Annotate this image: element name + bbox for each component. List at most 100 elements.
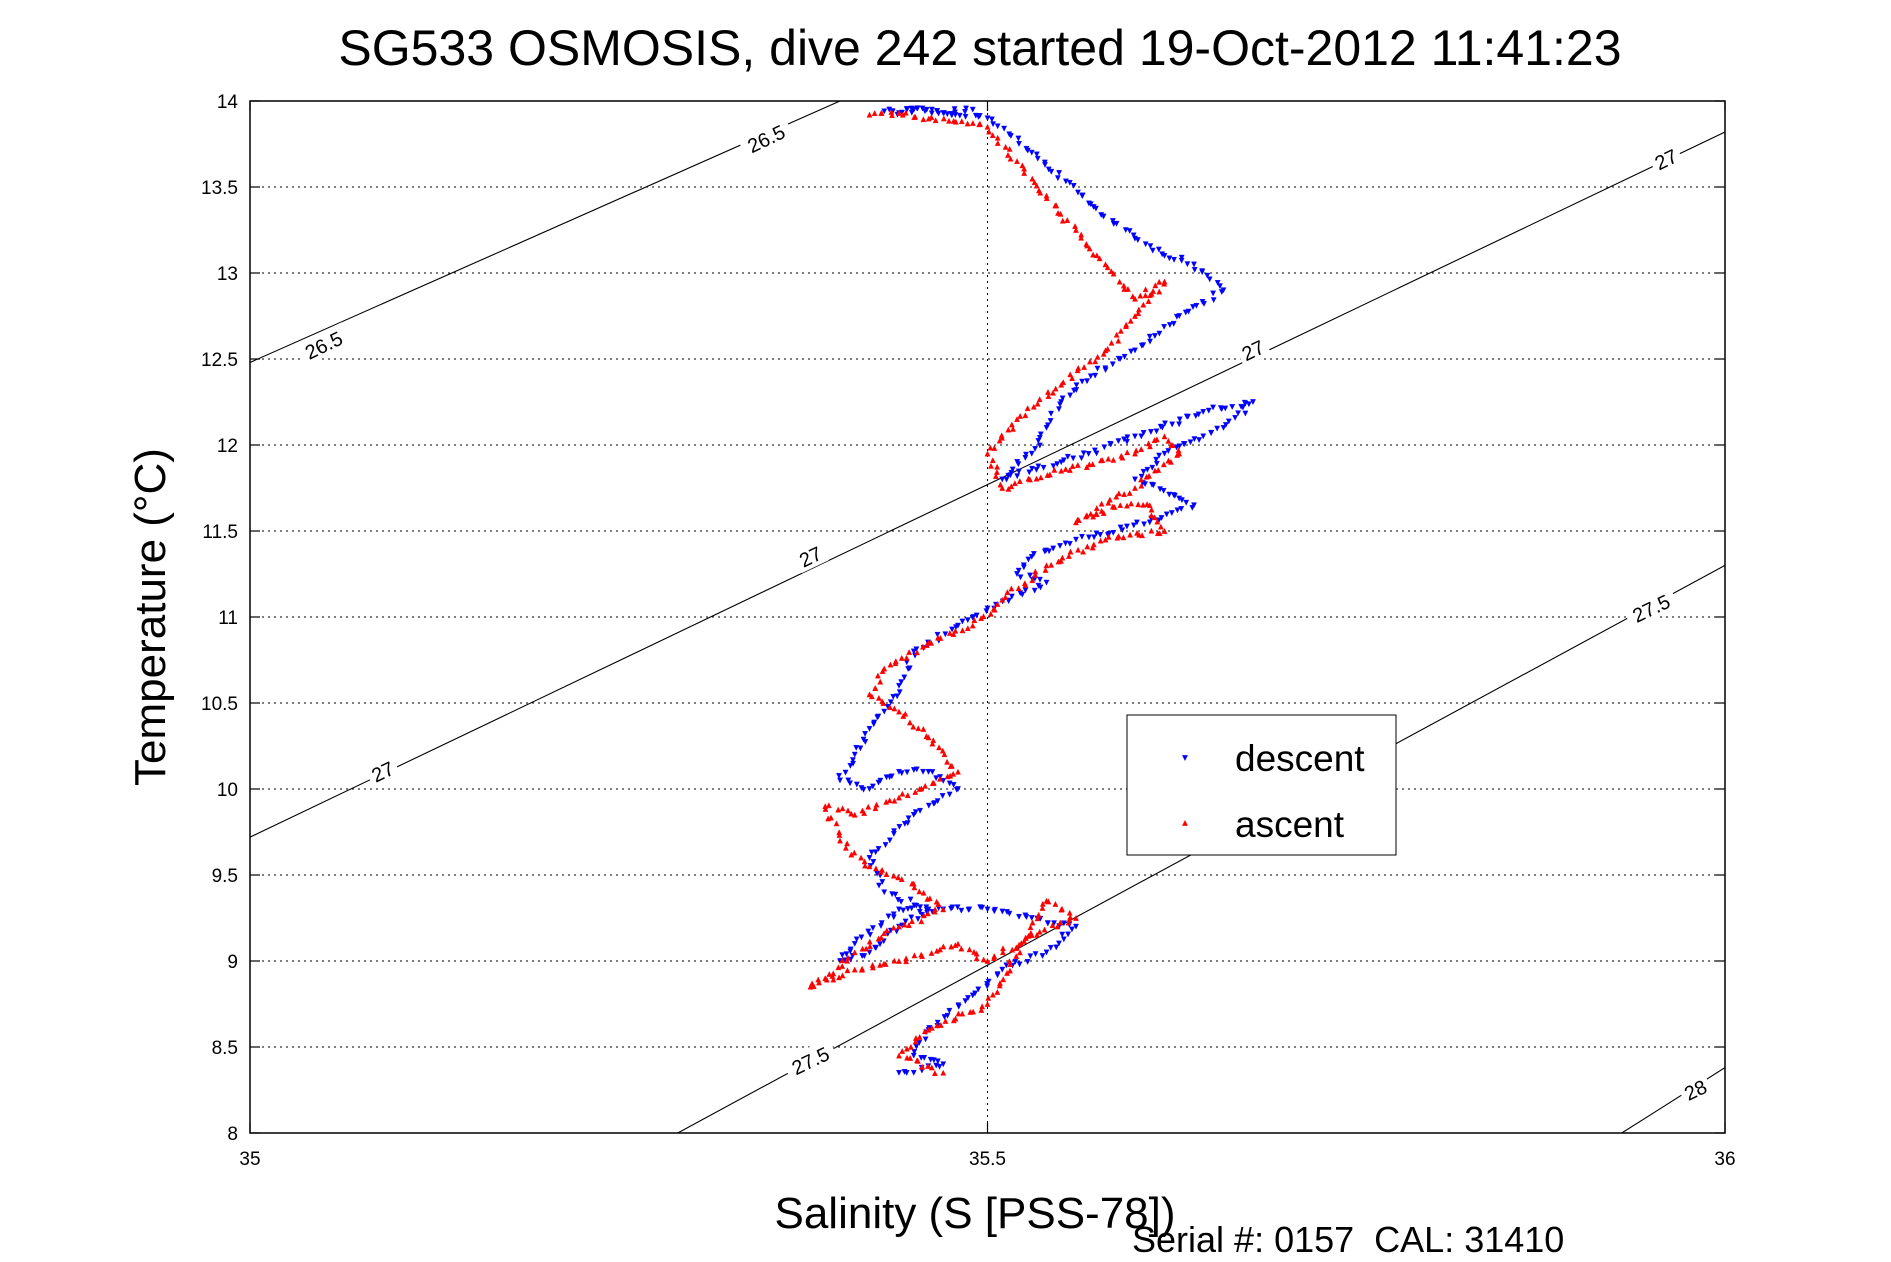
ascent-point — [1011, 480, 1018, 487]
descent-point — [890, 831, 897, 837]
descent-point — [1047, 944, 1054, 951]
descent-point — [1222, 422, 1229, 428]
ascent-point — [844, 967, 851, 974]
ascent-point — [1034, 931, 1040, 938]
ascent-point — [906, 922, 912, 928]
descent-point — [1210, 290, 1217, 297]
ascent-point — [886, 797, 893, 804]
descent-point — [944, 111, 951, 118]
ascent-point — [1014, 416, 1020, 422]
descent-point — [1184, 261, 1191, 268]
descent-point — [865, 928, 872, 935]
ascent-point — [859, 945, 866, 952]
y-axis-label: Temperature (°C) — [126, 448, 175, 786]
descent-point — [1220, 425, 1227, 431]
ascent-point — [883, 871, 890, 877]
descent-point — [939, 793, 946, 799]
ascent-point — [919, 1063, 926, 1070]
descent-point — [1057, 543, 1063, 549]
ascent-point — [919, 953, 926, 960]
ascent-point — [1087, 510, 1094, 517]
descent-point — [933, 775, 940, 782]
ascent-point — [999, 949, 1006, 956]
descent-point — [916, 908, 923, 915]
descent-point — [1146, 333, 1153, 340]
ascent-point — [1043, 562, 1050, 569]
ascent-point — [971, 948, 977, 955]
ascent-point — [946, 629, 953, 636]
ascent-point — [1074, 516, 1081, 523]
descent-point — [1039, 953, 1046, 959]
descent-point — [1102, 367, 1109, 374]
descent-point — [1043, 949, 1050, 956]
ascent-point — [1034, 400, 1041, 407]
descent-point — [898, 899, 905, 905]
descent-point — [847, 780, 853, 787]
ascent-point — [928, 114, 935, 121]
ascent-point — [1142, 292, 1149, 299]
ascent-point — [1108, 339, 1115, 346]
descent-point — [979, 904, 986, 911]
descent-point — [1166, 255, 1173, 262]
descent-point — [1146, 519, 1153, 526]
ascent-point — [1013, 953, 1020, 959]
descent-point — [896, 906, 902, 913]
descent-point — [1199, 269, 1206, 276]
ascent-point — [891, 957, 898, 964]
descent-point — [1187, 439, 1194, 446]
ascent-point — [920, 889, 927, 896]
ascent-point — [1102, 536, 1109, 543]
ascent-point — [1037, 189, 1044, 196]
ascent-point — [994, 988, 1001, 995]
descent-point — [1057, 401, 1063, 408]
ascent-point — [969, 119, 976, 126]
descent-point — [1037, 576, 1043, 583]
descent-point — [999, 476, 1006, 483]
descent-point — [1161, 252, 1168, 259]
ascent-point — [1151, 514, 1158, 521]
ascent-point — [994, 139, 1001, 146]
data-points — [807, 105, 1256, 1076]
descent-point — [1007, 133, 1014, 139]
ascent-point — [1043, 897, 1050, 904]
ascent-point — [895, 874, 902, 881]
descent-point — [1183, 499, 1190, 506]
ascent-point — [1138, 446, 1145, 452]
ascent-point — [1005, 151, 1011, 158]
ascent-point — [978, 1006, 985, 1013]
isopycnal-label: 27 — [363, 753, 402, 789]
ascent-point — [937, 1022, 944, 1028]
descent-point — [1206, 276, 1213, 283]
descent-point — [908, 109, 915, 116]
descent-point — [1048, 168, 1055, 175]
descent-point — [888, 773, 895, 780]
ascent-point — [916, 785, 923, 792]
descent-point — [874, 714, 881, 721]
isopycnal-label-bg — [737, 115, 795, 160]
ascent-point — [1152, 467, 1158, 474]
x-axis-label: Salinity (S [PSS-78]) — [774, 1189, 1175, 1238]
descent-point — [1191, 261, 1197, 268]
ascent-point — [959, 1010, 966, 1017]
descent-point — [1156, 330, 1163, 337]
ascent-point — [988, 462, 994, 469]
ascent-point — [1073, 226, 1079, 233]
descent-point — [1023, 451, 1029, 458]
ascent-point — [1031, 179, 1038, 186]
descent-point — [976, 113, 983, 119]
descent-point — [908, 914, 915, 921]
descent-point — [1176, 416, 1183, 423]
ascent-point — [1132, 484, 1138, 491]
descent-point — [955, 1003, 962, 1010]
descent-point — [949, 904, 956, 911]
descent-point — [923, 106, 930, 113]
descent-point — [885, 913, 892, 920]
descent-point — [1210, 404, 1216, 411]
descent-point — [1091, 534, 1098, 541]
descent-point — [1147, 243, 1154, 250]
descent-point — [1166, 322, 1173, 329]
ascent-point — [920, 116, 927, 123]
ascent-point — [1154, 518, 1161, 525]
descent-point — [1023, 914, 1030, 921]
descent-point — [1142, 241, 1149, 248]
